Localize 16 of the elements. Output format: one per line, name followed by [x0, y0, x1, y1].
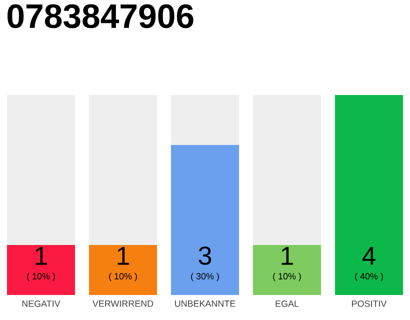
annotation: ( 10% )	[109, 272, 137, 282]
data-label: 1	[282, 246, 293, 265]
x-tick-label: VERWIRREND	[92, 300, 154, 307]
data-label: 3	[198, 246, 212, 265]
annotation: ( 30% )	[191, 272, 219, 282]
annotation: ( 40% )	[355, 272, 383, 282]
data-label: 1	[36, 246, 47, 265]
x-tick-label: EGAL	[276, 300, 299, 307]
annotation: ( 10% )	[273, 272, 301, 282]
annotation: ( 10% )	[27, 272, 55, 282]
x-tick-label: NEGATIV	[22, 300, 60, 307]
data-label: 1	[118, 246, 129, 265]
data-label: 4	[362, 246, 376, 265]
chart-title: 0783847906	[8, 4, 194, 28]
x-tick-label: POSITIV	[352, 300, 387, 307]
x-tick-label: UNBEKANNTE	[175, 300, 236, 307]
